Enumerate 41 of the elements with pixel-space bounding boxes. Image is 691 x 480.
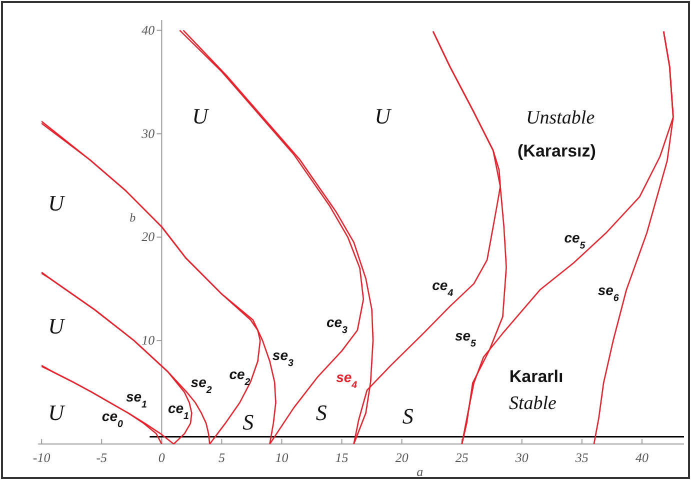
annotation: U [192, 103, 210, 128]
annotation: U [48, 190, 66, 216]
x-tick-label: 10 [275, 450, 289, 465]
y-tick-label: 10 [142, 332, 156, 348]
x-axis-title: a [416, 464, 424, 479]
annotation: Kararlı [509, 366, 564, 386]
y-tick-label: 20 [142, 229, 156, 244]
series-label: ce$_{3}$ [326, 314, 348, 336]
x-tick-label: 40 [635, 450, 649, 465]
x-tick-label: 5 [218, 450, 226, 465]
annotation: S [242, 410, 254, 435]
series-label: ce$_{2}$ [229, 366, 251, 388]
annotation: S [402, 403, 414, 428]
x-tick-label: 25 [455, 450, 469, 465]
x-tick-label: 30 [514, 450, 529, 465]
annotation: U [48, 313, 66, 338]
annotation: (Kararsız) [518, 142, 596, 161]
annotation: U [374, 103, 393, 128]
series-label: ce$_{1}$ [168, 400, 190, 422]
series-label: ce$_{5}$ [564, 229, 586, 251]
x-tick-label: -10 [32, 450, 51, 465]
series-label: se$_{4}$ [336, 368, 358, 390]
y-tick-label: 40 [142, 22, 156, 38]
series-label: se$_{5}$ [454, 328, 477, 350]
series-label: se$_{3}$ [272, 347, 294, 369]
x-tick-label: 35 [574, 450, 589, 465]
series-label: se$_{6}$ [598, 282, 620, 304]
annotation: S [316, 400, 327, 426]
y-tick-label: 30 [140, 126, 156, 141]
x-tick-label: 15 [335, 450, 349, 465]
series-label: se$_{1}$ [126, 388, 147, 410]
series-label: ce$_{0}$ [102, 408, 124, 430]
x-tick-label: 20 [395, 450, 409, 465]
series-label: ce$_{4}$ [432, 276, 454, 298]
y-axis-title: b [130, 210, 136, 225]
series-label: se$_{2}$ [190, 374, 212, 396]
annotation: U [48, 400, 66, 426]
annotation: Stable [508, 392, 556, 414]
annotation: Unstable [526, 107, 595, 128]
x-tick-label: -5 [96, 450, 108, 465]
x-tick-label: 0 [158, 450, 166, 465]
